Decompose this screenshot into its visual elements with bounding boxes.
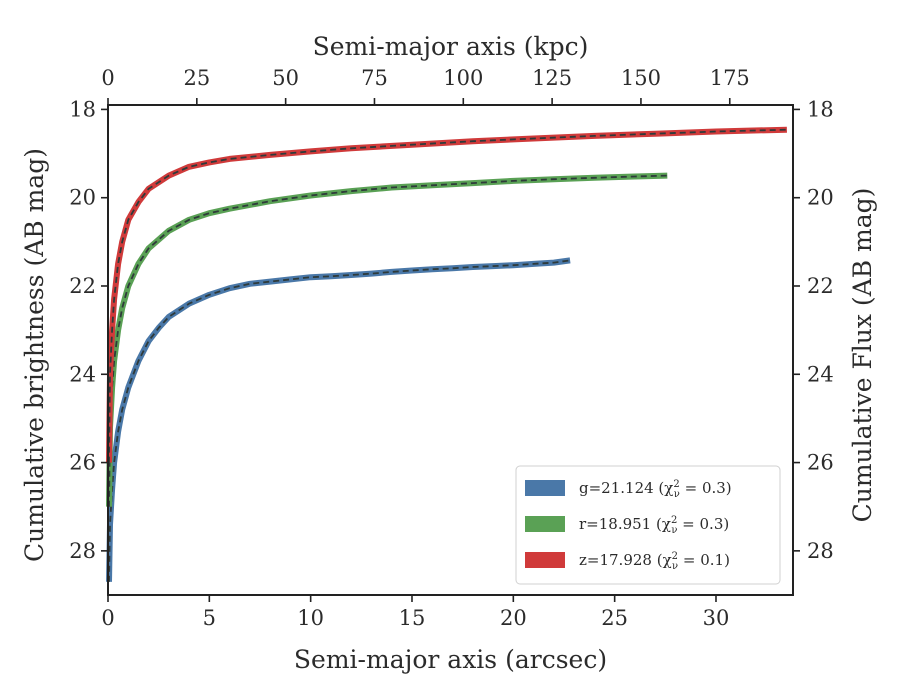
x-tick-label: 0 bbox=[101, 606, 114, 630]
y-tick-label: 18 bbox=[69, 97, 96, 121]
right-y-tick-label: 18 bbox=[807, 97, 834, 121]
x-tick-label: 25 bbox=[601, 606, 628, 630]
x-axis-label: Semi-major axis (arcsec) bbox=[294, 645, 607, 674]
right-y-tick-label: 20 bbox=[807, 186, 834, 210]
legend-label-r: r=18.951 (χ2 ν = 0.3) bbox=[579, 515, 729, 536]
top-x-tick-label: 75 bbox=[361, 66, 388, 90]
y-tick-label: 22 bbox=[69, 274, 96, 298]
legend-swatch-z bbox=[525, 552, 565, 568]
series-g-model-line bbox=[108, 259, 571, 582]
top-x-axis-label: Semi-major axis (kpc) bbox=[313, 32, 589, 61]
legend-label-g: g=21.124 (χ2 ν = 0.3) bbox=[579, 479, 732, 500]
top-x-tick-label: 175 bbox=[710, 66, 750, 90]
x-tick-label: 10 bbox=[297, 606, 324, 630]
top-x-tick-label: 50 bbox=[272, 66, 299, 90]
right-y-tick-label: 28 bbox=[807, 539, 834, 563]
y-tick-label: 26 bbox=[69, 451, 96, 475]
top-x-tick-label: 125 bbox=[532, 66, 572, 90]
x-tick-label: 30 bbox=[703, 606, 730, 630]
legend-swatch-r bbox=[525, 516, 565, 532]
y-tick-label: 24 bbox=[69, 362, 96, 386]
x-tick-label: 5 bbox=[203, 606, 216, 630]
top-x-tick-label: 100 bbox=[443, 66, 483, 90]
top-x-tick-label: 0 bbox=[101, 66, 114, 90]
top-x-tick-label: 25 bbox=[183, 66, 210, 90]
x-tick-label: 15 bbox=[399, 606, 426, 630]
y-axis-label: Cumulative brightness (AB mag) bbox=[20, 148, 49, 562]
series-z-model-line bbox=[108, 128, 787, 463]
axes: 0 5 10 15 20 25 30 0 25 50 75 100 125 150 175 18 18 20 20 2… bbox=[69, 66, 833, 630]
right-y-tick-label: 22 bbox=[807, 274, 834, 298]
top-x-tick-label: 150 bbox=[621, 66, 661, 90]
x-tick-label: 20 bbox=[500, 606, 527, 630]
y-tick-label: 28 bbox=[69, 539, 96, 563]
plot-area bbox=[106, 126, 787, 582]
y-tick-label: 20 bbox=[69, 186, 96, 210]
legend: g=21.124 (χ2 ν = 0.3) r=18.951 (χ2 ν = 0.3)… bbox=[515, 465, 781, 585]
legend-label-z: z=17.928 (χ2 ν = 0.1) bbox=[579, 551, 730, 572]
legend-box bbox=[515, 465, 781, 585]
right-y-axis-label: Cumulative Flux (AB mag) bbox=[848, 188, 877, 523]
plot-frame bbox=[107, 104, 794, 596]
right-y-tick-label: 26 bbox=[807, 451, 834, 475]
series-r-model-line bbox=[108, 174, 668, 507]
right-y-tick-label: 24 bbox=[807, 362, 834, 386]
legend-swatch-g bbox=[525, 480, 565, 496]
